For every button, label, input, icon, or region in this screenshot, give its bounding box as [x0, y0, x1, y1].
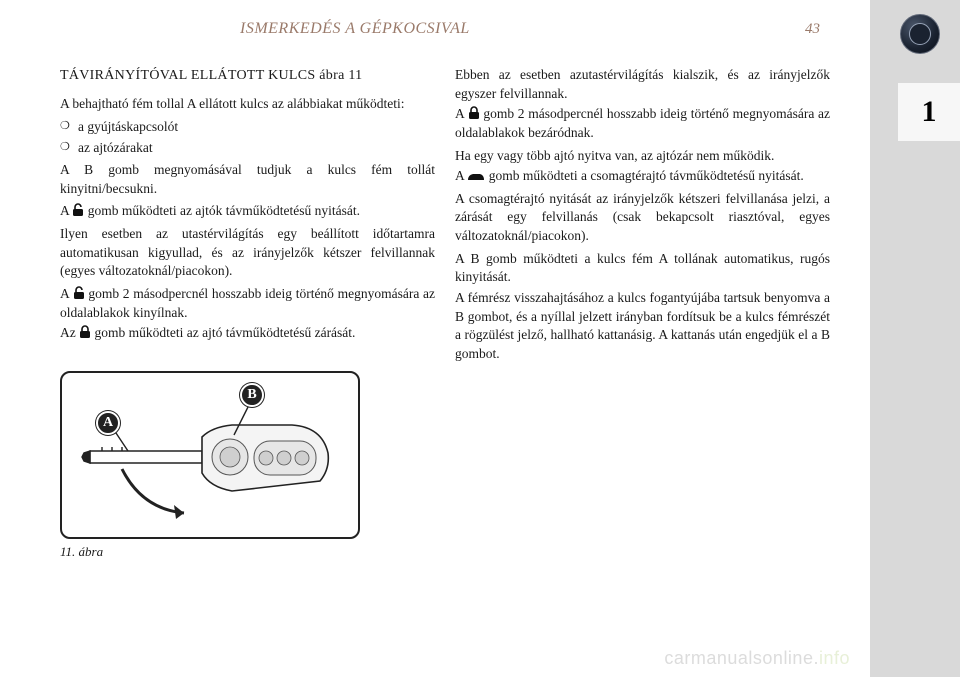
figure: A B L0E0104m 11. ábra: [60, 371, 360, 561]
text: gomb 2 másodpercnél hosszabb ideig törté…: [455, 106, 830, 140]
right-p7: A fémrész visszahajtásához a kulcs fogan…: [455, 289, 830, 364]
text: A: [60, 286, 73, 301]
page-header: ISMERKEDÉS A GÉPKOCSIVAL 43: [60, 20, 830, 38]
brand-logo: [900, 14, 940, 54]
content-columns: TÁVIRÁNYÍTÓVAL ELLÁTOTT KULCS ábra 11 A …: [60, 66, 830, 561]
chapter-tab: 1: [898, 83, 960, 141]
right-p5: A csomagtérajtó nyitását az irányjelzők …: [455, 190, 830, 246]
text: gomb 2 másodpercnél hosszabb ideig törté…: [60, 286, 435, 320]
page: ISMERKEDÉS A GÉPKOCSIVAL 43 TÁVIRÁNYÍTÓV…: [0, 0, 870, 677]
right-p6: A B gomb működteti a kulcs fém A tollána…: [455, 250, 830, 287]
brand-logo-inner: [909, 23, 931, 45]
figure-caption: 11. ábra: [60, 543, 360, 561]
right-p1: Ebben az esetben azutastérvilágítás kial…: [455, 66, 830, 103]
left-p2: A B gomb megnyomásával tudjuk a kulcs fé…: [60, 161, 435, 198]
trunk-icon: [467, 172, 485, 182]
text: Az: [60, 325, 79, 340]
page-number: 43: [805, 21, 820, 38]
watermark: carmanualsonline.info: [664, 648, 850, 669]
text: gomb működteti a csomagtérajtó távműködt…: [485, 168, 803, 183]
text: gomb működteti az ajtók távműködtetésű n…: [84, 203, 360, 218]
figure-callout-a: A: [96, 411, 120, 435]
left-p5: A gomb 2 másodpercnél hosszabb ideig tör…: [60, 285, 435, 322]
left-p1: A behajtható fém tollal A ellátott kulcs…: [60, 95, 435, 114]
chapter-number: 1: [922, 95, 937, 129]
text: A: [455, 106, 468, 121]
left-p4: Ilyen esetben az utastérvilágítás egy be…: [60, 225, 435, 281]
side-tab: 1: [870, 0, 960, 677]
right-p2: A gomb 2 másodpercnél hosszabb ideig tör…: [455, 105, 830, 142]
watermark-text-1: carmanualsonline.: [664, 648, 819, 668]
right-p3: Ha egy vagy több ajtó nyitva van, az ajt…: [455, 147, 830, 166]
lock-icon: [79, 325, 91, 339]
bullet-item: a gyújtáskapcsolót: [60, 118, 435, 137]
left-p6: Az gomb működteti az ajtó távműködtetésű…: [60, 324, 435, 343]
right-column: Ebben az esetben azutastérvilágítás kial…: [455, 66, 830, 561]
text: A: [60, 203, 72, 218]
lock-icon: [468, 106, 480, 120]
unlock-icon: [72, 203, 84, 217]
left-p3: A gomb működteti az ajtók távműködtetésű…: [60, 202, 435, 221]
unlock-icon: [73, 286, 85, 300]
text: gomb működteti az ajtó távműködtetésű zá…: [91, 325, 355, 340]
header-title: ISMERKEDÉS A GÉPKOCSIVAL: [240, 20, 470, 38]
text: A: [455, 168, 467, 183]
right-p4: A gomb működteti a csomagtérajtó távműkö…: [455, 167, 830, 186]
figure-callout-b: B: [240, 383, 264, 407]
section-heading: TÁVIRÁNYÍTÓVAL ELLÁTOTT KULCS ábra 11: [60, 66, 435, 85]
watermark-text-2: info: [819, 648, 850, 668]
left-column: TÁVIRÁNYÍTÓVAL ELLÁTOTT KULCS ábra 11 A …: [60, 66, 435, 561]
figure-box: A B: [60, 371, 360, 539]
key-illustration: [62, 373, 360, 539]
bullet-item: az ajtózárakat: [60, 139, 435, 158]
